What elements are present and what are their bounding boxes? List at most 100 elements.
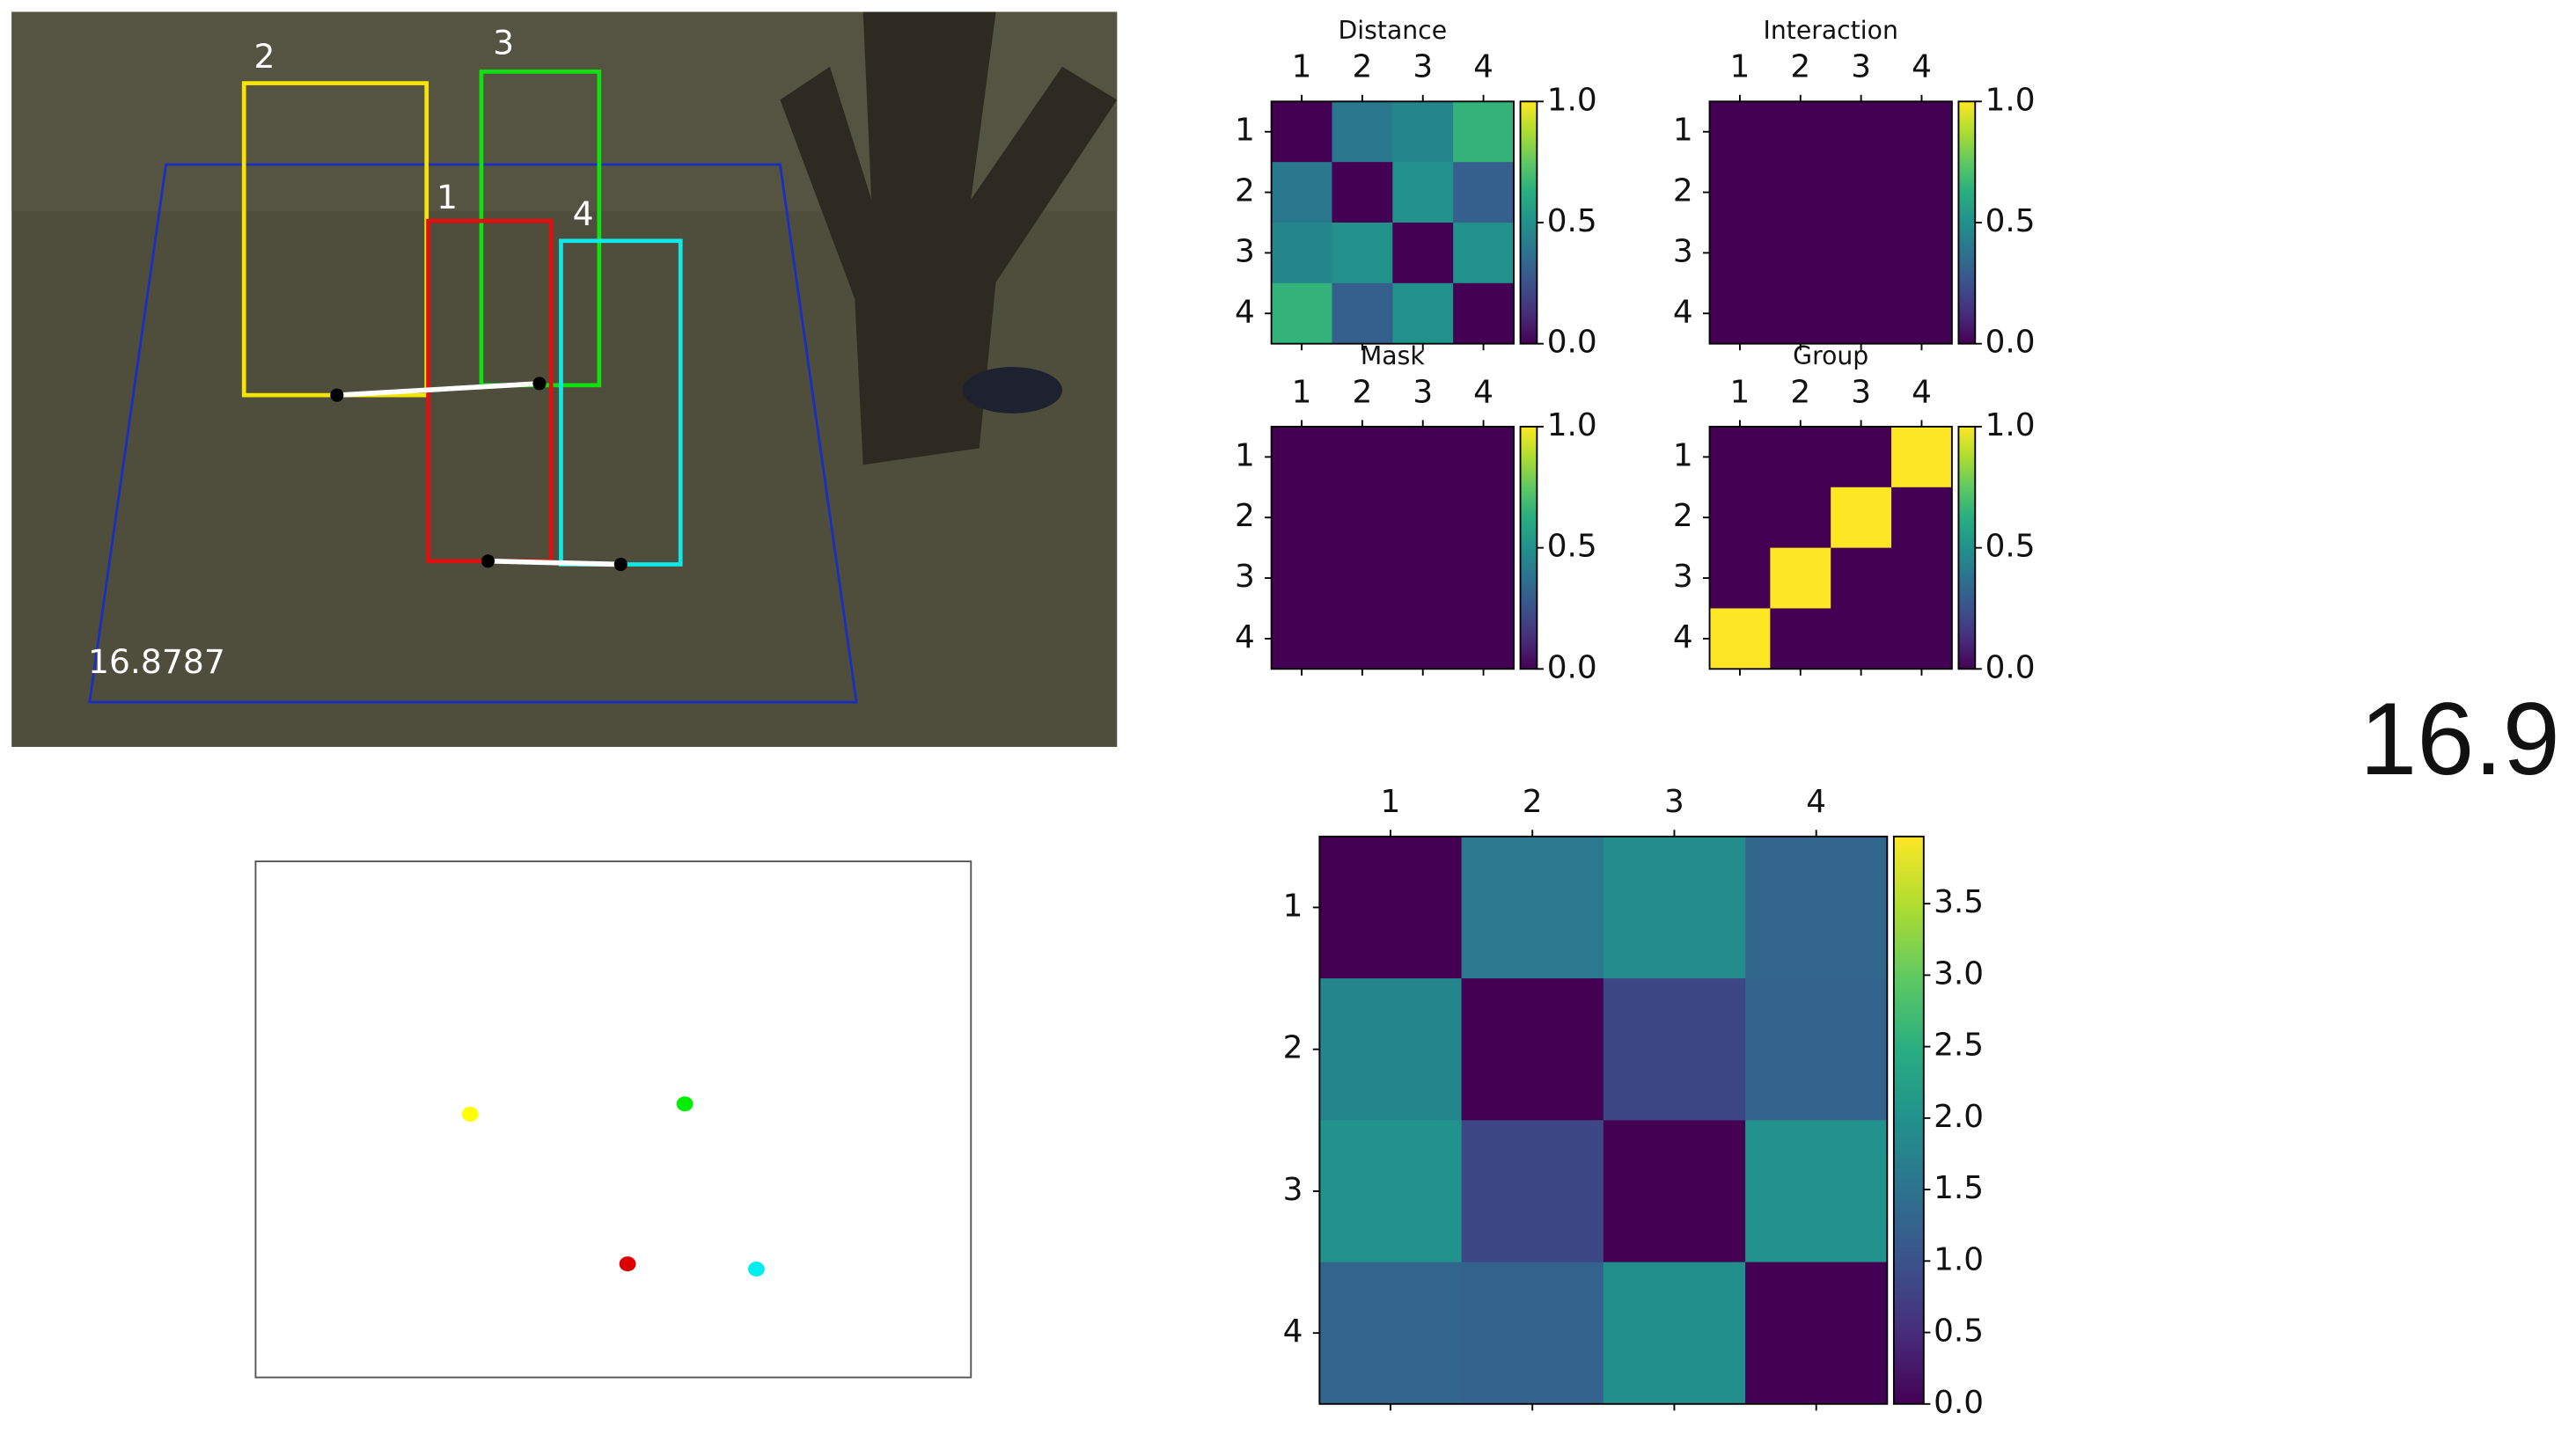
timestamp: 16.8787 <box>88 642 225 681</box>
heatmap-cell <box>1392 282 1454 345</box>
colorbar-tick-label: 0.0 <box>1985 649 2036 685</box>
y-tick-label: 3 <box>1673 233 1693 269</box>
x-tick-label: 2 <box>1352 374 1372 410</box>
video-frame: 2 3 1 4 16.8787 <box>11 11 1118 747</box>
heatmap-title: Group <box>1793 341 1868 370</box>
heatmap-cell <box>1770 222 1831 284</box>
x-tick-label: 2 <box>1790 49 1810 85</box>
colorbar-tick-label: 1.5 <box>1934 1170 1984 1206</box>
heatmap-cell <box>1709 487 1771 549</box>
x-tick-label: 4 <box>1912 49 1932 85</box>
heatmap-frame <box>1708 426 1953 670</box>
heatmap-cell <box>1271 162 1333 223</box>
box-label: 4 <box>573 194 594 233</box>
y-tick-label: 3 <box>1235 233 1255 269</box>
heatmap-cell <box>1319 1262 1463 1405</box>
group-link <box>336 381 540 398</box>
colorbar-tick-label: 1.0 <box>1985 407 2036 443</box>
colorbar-tick-label: 0.5 <box>1547 203 1597 239</box>
heatmap-cell <box>1831 426 1892 488</box>
heatmap-cell <box>1770 282 1831 345</box>
box-label: 2 <box>254 37 275 76</box>
y-tick-label: 4 <box>1673 619 1693 655</box>
heatmap-cell <box>1461 1120 1604 1263</box>
heatmap-cell <box>1453 282 1515 345</box>
heatmap-cell <box>1891 426 1953 488</box>
heatmap-cell <box>1453 547 1515 610</box>
plot-frame <box>254 860 972 1379</box>
heatmap-cell <box>1770 547 1831 610</box>
colorbar <box>1519 100 1538 345</box>
tree <box>780 11 1118 465</box>
scatter-point <box>619 1256 636 1272</box>
heatmap-cell <box>1770 162 1831 223</box>
heatmap-cell <box>1319 1120 1463 1263</box>
heatmap-cell <box>1770 608 1831 670</box>
heatmap-cell <box>1319 836 1463 979</box>
heatmap-cell <box>1709 282 1771 345</box>
heatmap-cell <box>1453 162 1515 223</box>
heatmap-cell <box>1271 282 1333 345</box>
heatmap-cell <box>1891 608 1953 670</box>
y-tick-label: 2 <box>1673 173 1693 209</box>
x-tick-label: 1 <box>1730 374 1750 410</box>
heatmap-title: Interaction <box>1764 16 1898 45</box>
y-tick-label: 1 <box>1673 437 1693 473</box>
heatmap-cell <box>1332 162 1393 223</box>
heatmap-cell <box>1603 978 1746 1121</box>
x-tick-label: 3 <box>1664 784 1684 820</box>
heatmap-cell <box>1831 162 1892 223</box>
colorbar <box>1519 426 1538 670</box>
y-tick-label: 2 <box>1235 173 1255 209</box>
colorbar-tick-label: 1.0 <box>1934 1241 1984 1277</box>
heatmap-cell <box>1453 222 1515 284</box>
colorbar-tick-label: 2.5 <box>1934 1028 1984 1064</box>
y-tick-label: 4 <box>1283 1314 1303 1350</box>
heatmap-title: Mask <box>1361 341 1425 370</box>
x-tick-label: 4 <box>1473 49 1493 85</box>
heatmap-cell <box>1271 547 1333 610</box>
heatmap-cell <box>1453 608 1515 670</box>
scatter-point <box>747 1261 765 1277</box>
heatmap-cell <box>1461 1262 1604 1405</box>
heatmap-cell <box>1392 162 1454 223</box>
heatmap-cell <box>1332 487 1393 549</box>
heatmap-cell <box>1603 836 1746 979</box>
colorbar-tick-label: 1.0 <box>1547 407 1597 443</box>
heatmap-cell <box>1461 978 1604 1121</box>
y-tick-label: 1 <box>1235 437 1255 473</box>
heatmap-cell <box>1271 101 1333 163</box>
y-tick-label: 2 <box>1235 498 1255 534</box>
heatmap-cell <box>1603 1262 1746 1405</box>
foot-point <box>330 388 344 402</box>
y-tick-label: 1 <box>1673 113 1693 149</box>
heatmap-cell <box>1271 222 1333 284</box>
heatmap-cell <box>1891 162 1953 223</box>
heatmap-cell <box>1271 487 1333 549</box>
y-tick-label: 1 <box>1235 113 1255 149</box>
heatmap-cell <box>1392 487 1454 549</box>
colorbar-tick-label: 0.5 <box>1547 529 1597 565</box>
heatmap-frame <box>1270 100 1515 345</box>
colorbar-tick-label: 2.0 <box>1934 1099 1984 1135</box>
heatmap-cell <box>1745 978 1888 1121</box>
foot-point <box>481 554 495 568</box>
x-tick-label: 3 <box>1413 374 1433 410</box>
heatmap-frame <box>1708 100 1953 345</box>
heatmap-cell <box>1271 426 1333 488</box>
y-tick-label: 1 <box>1283 888 1303 924</box>
ground-plane <box>88 163 858 704</box>
group-link <box>488 558 621 567</box>
colorbar-tick-label: 0.0 <box>1985 325 2036 361</box>
y-tick-label: 3 <box>1283 1172 1303 1208</box>
heatmap-cell <box>1392 426 1454 488</box>
colorbar-tick-label: 1.0 <box>1547 82 1597 118</box>
heatmap-cell <box>1319 978 1463 1121</box>
heatmap-title: Distance <box>1339 16 1448 45</box>
x-tick-label: 1 <box>1381 784 1401 820</box>
heatmap-cell <box>1332 101 1393 163</box>
heatmap-cell <box>1831 608 1892 670</box>
heatmap-cell <box>1332 282 1393 345</box>
heatmap-cell <box>1332 547 1393 610</box>
